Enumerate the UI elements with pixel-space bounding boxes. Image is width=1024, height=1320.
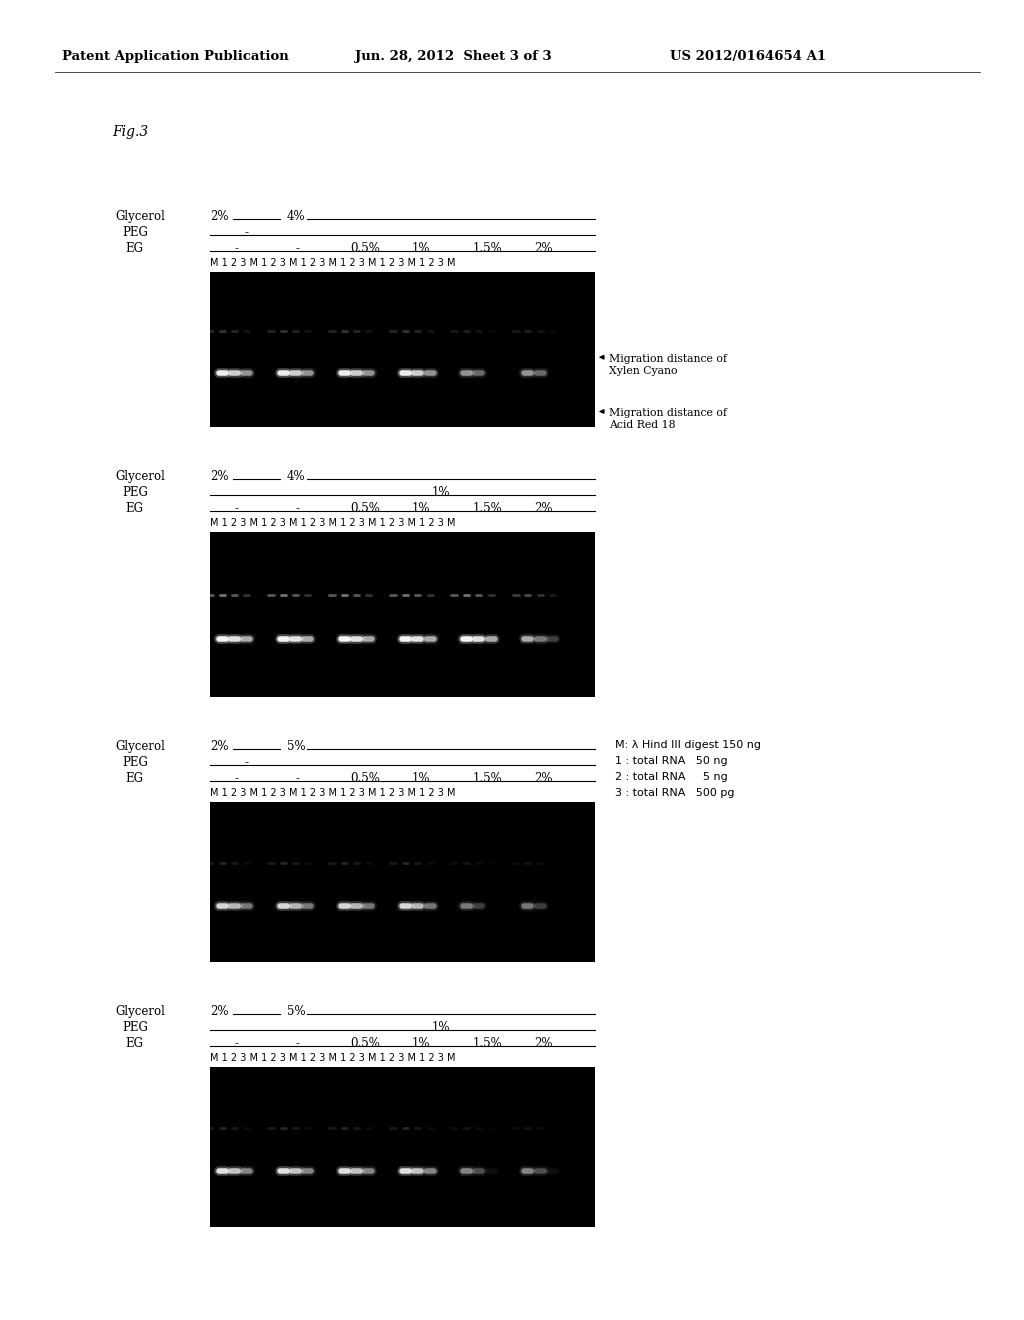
Text: US 2012/0164654 A1: US 2012/0164654 A1: [670, 50, 826, 63]
Text: Glycerol: Glycerol: [115, 470, 165, 483]
Text: 4%: 4%: [287, 210, 305, 223]
Text: EG: EG: [125, 502, 143, 515]
Text: M: λ Hind III digest 150 ng: M: λ Hind III digest 150 ng: [615, 741, 761, 750]
Text: -: -: [234, 502, 239, 515]
Text: 1%: 1%: [412, 502, 430, 515]
Text: 2%: 2%: [210, 210, 228, 223]
Text: Migration distance of
Acid Red 18: Migration distance of Acid Red 18: [609, 408, 727, 430]
Text: Fig.3: Fig.3: [112, 125, 148, 139]
Text: PEG: PEG: [122, 1020, 147, 1034]
Text: -: -: [296, 772, 300, 785]
Bar: [210, 272, 595, 426]
Text: 1.5%: 1.5%: [473, 502, 503, 515]
Text: M 1 2 3 M 1 2 3 M 1 2 3 M 1 2 3 M 1 2 3 M 1 2 3 M: M 1 2 3 M 1 2 3 M 1 2 3 M 1 2 3 M 1 2 3 …: [210, 1053, 456, 1063]
Text: M 1 2 3 M 1 2 3 M 1 2 3 M 1 2 3 M 1 2 3 M 1 2 3 M: M 1 2 3 M 1 2 3 M 1 2 3 M 1 2 3 M 1 2 3 …: [210, 788, 456, 799]
Text: Glycerol: Glycerol: [115, 741, 165, 752]
Text: PEG: PEG: [122, 226, 147, 239]
Text: 2%: 2%: [210, 1005, 228, 1018]
Text: Jun. 28, 2012  Sheet 3 of 3: Jun. 28, 2012 Sheet 3 of 3: [355, 50, 552, 63]
Text: 2%: 2%: [210, 741, 228, 752]
Text: 2%: 2%: [534, 242, 552, 255]
Bar: [210, 1067, 595, 1228]
Text: 5%: 5%: [287, 1005, 305, 1018]
Text: 2%: 2%: [534, 1038, 552, 1049]
Text: 5%: 5%: [287, 741, 305, 752]
Text: -: -: [234, 1038, 239, 1049]
Text: PEG: PEG: [122, 756, 147, 770]
Text: 1.5%: 1.5%: [473, 242, 503, 255]
Text: 1%: 1%: [412, 772, 430, 785]
Text: Migration distance of
Xylen Cyano: Migration distance of Xylen Cyano: [609, 354, 727, 376]
Text: 3 : total RNA   500 pg: 3 : total RNA 500 pg: [615, 788, 734, 799]
Text: -: -: [245, 756, 249, 770]
Text: 1%: 1%: [412, 1038, 430, 1049]
Text: 4%: 4%: [287, 470, 305, 483]
Text: 0.5%: 0.5%: [350, 772, 381, 785]
Text: 1%: 1%: [412, 242, 430, 255]
Text: M 1 2 3 M 1 2 3 M 1 2 3 M 1 2 3 M 1 2 3 M 1 2 3 M: M 1 2 3 M 1 2 3 M 1 2 3 M 1 2 3 M 1 2 3 …: [210, 257, 456, 268]
Text: EG: EG: [125, 772, 143, 785]
Text: 1.5%: 1.5%: [473, 1038, 503, 1049]
Text: Glycerol: Glycerol: [115, 210, 165, 223]
Text: 1.5%: 1.5%: [473, 772, 503, 785]
Text: 2%: 2%: [534, 772, 552, 785]
Text: 0.5%: 0.5%: [350, 502, 381, 515]
Text: Glycerol: Glycerol: [115, 1005, 165, 1018]
Text: -: -: [245, 226, 249, 239]
Text: 2%: 2%: [210, 470, 228, 483]
Text: -: -: [234, 242, 239, 255]
Text: -: -: [296, 242, 300, 255]
Text: 2%: 2%: [534, 502, 552, 515]
Text: PEG: PEG: [122, 486, 147, 499]
Text: 1%: 1%: [432, 486, 451, 499]
Text: Patent Application Publication: Patent Application Publication: [62, 50, 289, 63]
Text: 2 : total RNA     5 ng: 2 : total RNA 5 ng: [615, 772, 728, 781]
Text: 0.5%: 0.5%: [350, 242, 381, 255]
Text: -: -: [296, 502, 300, 515]
Text: M 1 2 3 M 1 2 3 M 1 2 3 M 1 2 3 M 1 2 3 M 1 2 3 M: M 1 2 3 M 1 2 3 M 1 2 3 M 1 2 3 M 1 2 3 …: [210, 517, 456, 528]
Text: -: -: [234, 772, 239, 785]
Bar: [210, 803, 595, 962]
Text: EG: EG: [125, 1038, 143, 1049]
Text: EG: EG: [125, 242, 143, 255]
Text: 1 : total RNA   50 ng: 1 : total RNA 50 ng: [615, 756, 728, 766]
Text: 1%: 1%: [432, 1020, 451, 1034]
Text: 0.5%: 0.5%: [350, 1038, 381, 1049]
Text: -: -: [296, 1038, 300, 1049]
Bar: [210, 532, 595, 697]
